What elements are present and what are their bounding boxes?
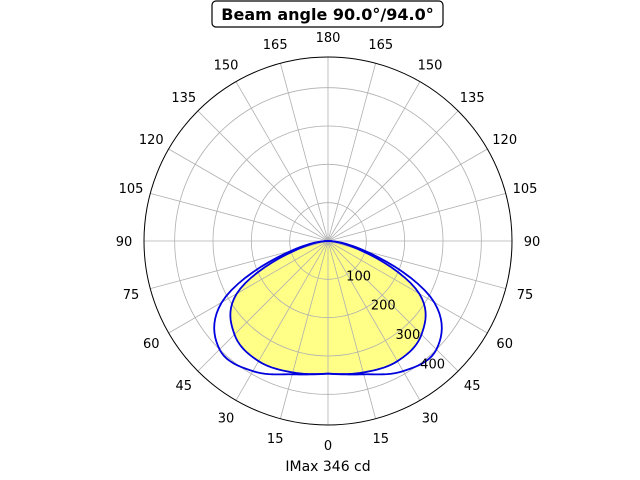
angle-tick-label: 105 (119, 182, 144, 197)
angular-gridline (235, 81, 329, 242)
series-line-2 (213, 240, 443, 376)
angular-gridline (279, 240, 329, 419)
angle-tick-label: 60 (143, 337, 160, 352)
angular-gridline (168, 240, 329, 334)
angular-gridline (327, 63, 377, 242)
angle-tick-label: 135 (460, 91, 485, 106)
angle-tick-label: 60 (496, 337, 513, 352)
angle-tick-label: 120 (492, 133, 517, 148)
angle-tick-label: 165 (368, 38, 393, 53)
chart-title: Beam angle 90.0°/94.0° (221, 5, 433, 24)
angle-tick-label: 165 (263, 38, 288, 53)
angle-tick-label: 0 (324, 439, 332, 454)
angle-tick-label: 180 (316, 31, 341, 46)
angular-gridline (168, 148, 329, 242)
angular-gridline (197, 110, 329, 242)
angle-tick-label: 120 (139, 133, 164, 148)
angle-tick-label: 90 (116, 235, 133, 250)
angular-gridline (327, 148, 488, 242)
angular-gridline (235, 240, 329, 401)
angle-tick-label: 105 (513, 182, 538, 197)
angular-gridline (327, 110, 459, 242)
angular-gridline (279, 63, 329, 242)
polar-frame (143, 56, 513, 426)
angle-tick-label: 30 (218, 412, 235, 427)
angle-tick-label: 90 (524, 235, 541, 250)
angle-tick-label: 45 (176, 379, 193, 394)
angular-gridline (327, 81, 421, 242)
angle-tick-label: 15 (267, 432, 284, 447)
radial-tick-label: 100 (346, 269, 371, 284)
angle-tick-label: 45 (464, 379, 481, 394)
angular-gridline (327, 240, 377, 419)
angular-gridline (327, 240, 421, 401)
angle-tick-label: 75 (517, 288, 534, 303)
radial-tick-label: 200 (371, 299, 396, 314)
angle-tick-label: 75 (123, 288, 140, 303)
radial-tick-label: 400 (420, 358, 445, 373)
angular-gridline (327, 192, 506, 242)
angular-gridline (327, 240, 488, 334)
radial-tick-label: 300 (395, 328, 420, 343)
angle-tick-label: 150 (418, 58, 443, 73)
angle-tick-label: 135 (171, 91, 196, 106)
angle-tick-label: 30 (422, 412, 439, 427)
angle-tick-label: 15 (373, 432, 390, 447)
x-axis-label: IMax 346 cd (285, 459, 370, 475)
angular-gridline (150, 192, 329, 242)
angle-tick-label: 150 (214, 58, 239, 73)
title-box: Beam angle 90.0°/94.0° (211, 0, 444, 28)
